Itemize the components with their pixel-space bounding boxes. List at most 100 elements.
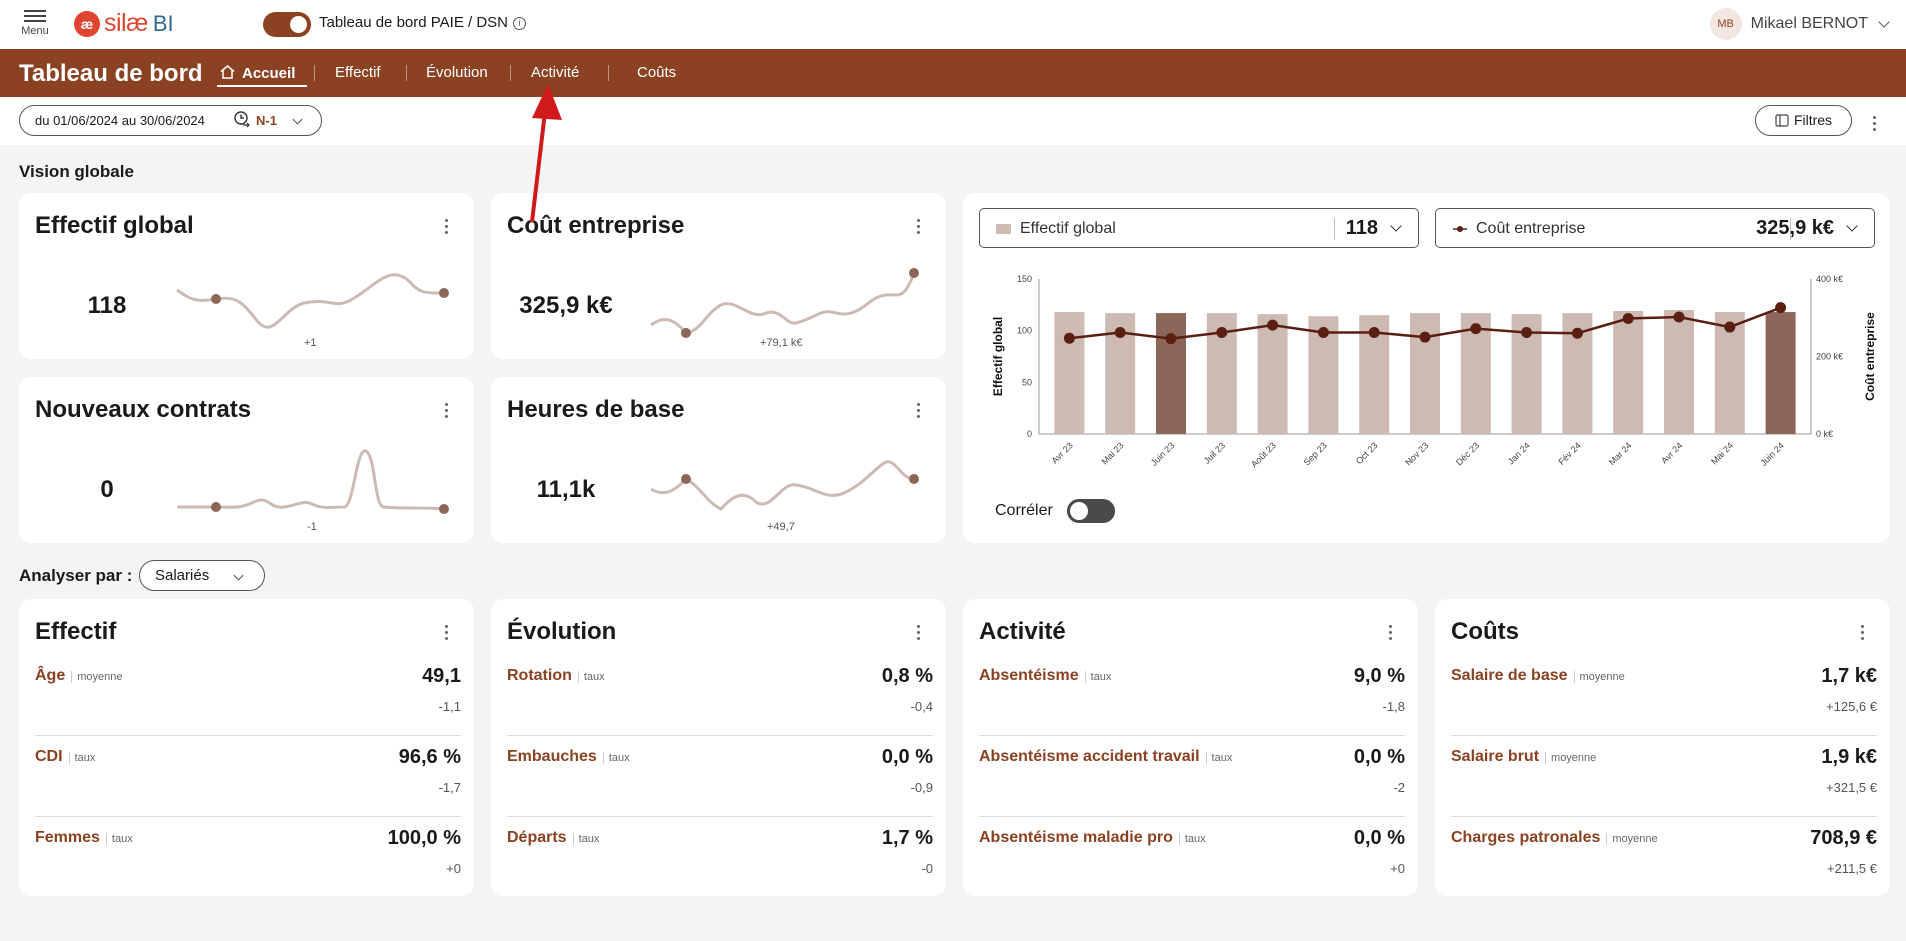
kpi-name-text: Embauches [507, 748, 597, 765]
card-more-icon[interactable] [917, 623, 920, 641]
logo[interactable]: æ silæ BI [74, 9, 174, 38]
kpi-row[interactable]: Âge moyenne 49,1 -1,1 [35, 655, 461, 736]
kpi-row[interactable]: Femmes taux 100,0 % +0 [35, 817, 461, 898]
kpi-unit: moyenne [1545, 752, 1597, 764]
cost-point [1216, 326, 1228, 338]
cost-point [1673, 311, 1685, 323]
sparkline [177, 449, 449, 514]
x-tick-label: Juil 23 [1202, 440, 1227, 465]
tab-accueil[interactable]: Accueil [219, 64, 295, 82]
menu-button[interactable]: Menu [18, 7, 52, 37]
date-range-selector[interactable]: du 01/06/2024 au 30/06/2024 N-1 [19, 105, 322, 136]
kpi-name-text: Salaire de base [1451, 667, 1568, 684]
kpi-delta: -0 [921, 861, 933, 876]
dashboard-toggle[interactable] [263, 12, 311, 37]
filter-panel-icon [1775, 114, 1789, 127]
measure-selector-line[interactable]: Coût entreprise 325,9 k€ [1435, 208, 1875, 248]
y2-tick-label: 0 k€ [1816, 429, 1833, 439]
tab-couts[interactable]: Coûts [637, 64, 677, 81]
tab-activite[interactable]: Activité [531, 64, 580, 81]
x-tick-label: Sep 23 [1302, 440, 1329, 467]
nav-divider [510, 65, 511, 81]
kpi-unit: moyenne [71, 671, 123, 683]
cost-point [1317, 326, 1329, 338]
card-more-icon[interactable] [445, 401, 448, 419]
kpi-delta: -0,4 [910, 699, 933, 714]
y2-axis-title: Coût entreprise [1863, 312, 1877, 401]
page-more-icon[interactable] [1873, 114, 1876, 132]
tab-evolution[interactable]: Évolution [426, 64, 488, 81]
section-card-2: Activité Absentéisme taux 9,0 % -1,8 Abse… [963, 599, 1418, 896]
kpi-unit: taux [1084, 671, 1112, 683]
avatar: MB [1709, 8, 1742, 40]
kpi-value: 0,0 % [1353, 827, 1405, 849]
kpi-card-cout-entreprise[interactable]: Coût entreprise 325,9 k€ +79,1 k€ [491, 193, 946, 359]
card-more-icon[interactable] [1861, 623, 1864, 641]
card-more-icon[interactable] [917, 401, 920, 419]
kpi-name: Rotation taux [507, 667, 605, 685]
kpi-value: 100,0 % [387, 827, 461, 849]
home-icon [220, 65, 235, 79]
card-title: Nouveaux contrats [35, 396, 252, 423]
kpi-delta: -1 [307, 521, 317, 533]
card-title: Effectif [35, 618, 117, 645]
selector-label: Coût entreprise [1476, 220, 1586, 237]
correler-toggle[interactable] [1067, 499, 1115, 523]
tab-effectif[interactable]: Effectif [335, 64, 381, 81]
kpi-row[interactable]: Charges patronales moyenne 708,9 € +211,5… [1451, 817, 1877, 898]
kpi-row[interactable]: Embauches taux 0,0 % -0,9 [507, 736, 933, 817]
kpi-name-text: Absentéisme accident travail [979, 748, 1200, 765]
user-menu[interactable]: MB Mikael BERNOT [1709, 8, 1890, 40]
kpi-card-nouveaux-contrats[interactable]: Nouveaux contrats 0 -1 [19, 377, 474, 543]
kpi-row[interactable]: Absentéisme accident travail taux 0,0 % -… [979, 736, 1405, 817]
kpi-value: 1,9 k€ [1821, 746, 1877, 768]
menu-label: Menu [21, 25, 49, 37]
card-more-icon[interactable] [1389, 623, 1392, 641]
kpi-row[interactable]: Salaire de base moyenne 1,7 k€ +125,6 € [1451, 655, 1877, 736]
kpi-row[interactable]: Absentéisme taux 9,0 % -1,8 [979, 655, 1405, 736]
card-more-icon[interactable] [445, 623, 448, 641]
kpi-value: 11,1k [536, 476, 596, 503]
nav-bar: Tableau de bord Accueil Effectif Évoluti… [0, 49, 1906, 97]
kpi-name: Âge moyenne [35, 667, 123, 685]
kpi-row[interactable]: Départs taux 1,7 % -0 [507, 817, 933, 898]
chart-bar [1765, 312, 1796, 434]
analyse-par-label: Analyser par : [19, 566, 133, 585]
info-icon[interactable]: i [513, 17, 526, 30]
section-card-1: Évolution Rotation taux 0,8 % -0,4 Embauc… [491, 599, 946, 896]
kpi-card-heures-de-base[interactable]: Heures de base 11,1k +49,7 [491, 377, 946, 543]
filters-button[interactable]: Filtres [1755, 105, 1852, 136]
page-title: Tableau de bord [19, 60, 203, 87]
selector-value: 325,9 k€ [1756, 217, 1834, 239]
kpi-name: Embauches taux [507, 748, 630, 766]
combo-chart: 0 50 100 150 0 k€ 200 k€ 400 k€ Effectif global… [991, 274, 1877, 469]
kpi-delta: +0 [446, 861, 461, 876]
measure-selector-bars[interactable]: Effectif global 118 [979, 208, 1419, 248]
kpi-name-text: Âge [35, 667, 66, 684]
selector-label: Effectif global [1020, 220, 1116, 237]
cost-point [1571, 327, 1583, 339]
card-more-icon[interactable] [917, 217, 920, 235]
card-more-icon[interactable] [445, 217, 448, 235]
cost-point [1775, 302, 1787, 314]
chevron-down-icon [233, 570, 244, 581]
clock-compare-icon [234, 111, 250, 128]
analyse-par-select[interactable]: Salariés [139, 560, 265, 591]
kpi-row[interactable]: Absentéisme maladie pro taux 0,0 % +0 [979, 817, 1405, 898]
kpi-name: Femmes taux [35, 829, 133, 847]
user-name: Mikael BERNOT [1750, 15, 1868, 32]
kpi-name: Absentéisme maladie pro taux [979, 829, 1206, 847]
nav-divider [406, 65, 407, 81]
kpi-delta: +49,7 [767, 521, 795, 533]
kpi-row[interactable]: Salaire brut moyenne 1,9 k€ +321,5 € [1451, 736, 1877, 817]
kpi-row[interactable]: CDI taux 96,6 % -1,7 [35, 736, 461, 817]
nav-divider [608, 65, 609, 81]
kpi-name-text: Rotation [507, 667, 572, 684]
chart-bar [1257, 314, 1288, 434]
kpi-delta: +1 [304, 337, 317, 349]
kpi-card-effectif-global[interactable]: Effectif global 118 +1 [19, 193, 474, 359]
kpi-row[interactable]: Rotation taux 0,8 % -0,4 [507, 655, 933, 736]
x-tick-label: Juin 23 [1149, 440, 1177, 468]
y-tick-label: 0 [1027, 429, 1032, 439]
chart-bar [1664, 310, 1694, 434]
